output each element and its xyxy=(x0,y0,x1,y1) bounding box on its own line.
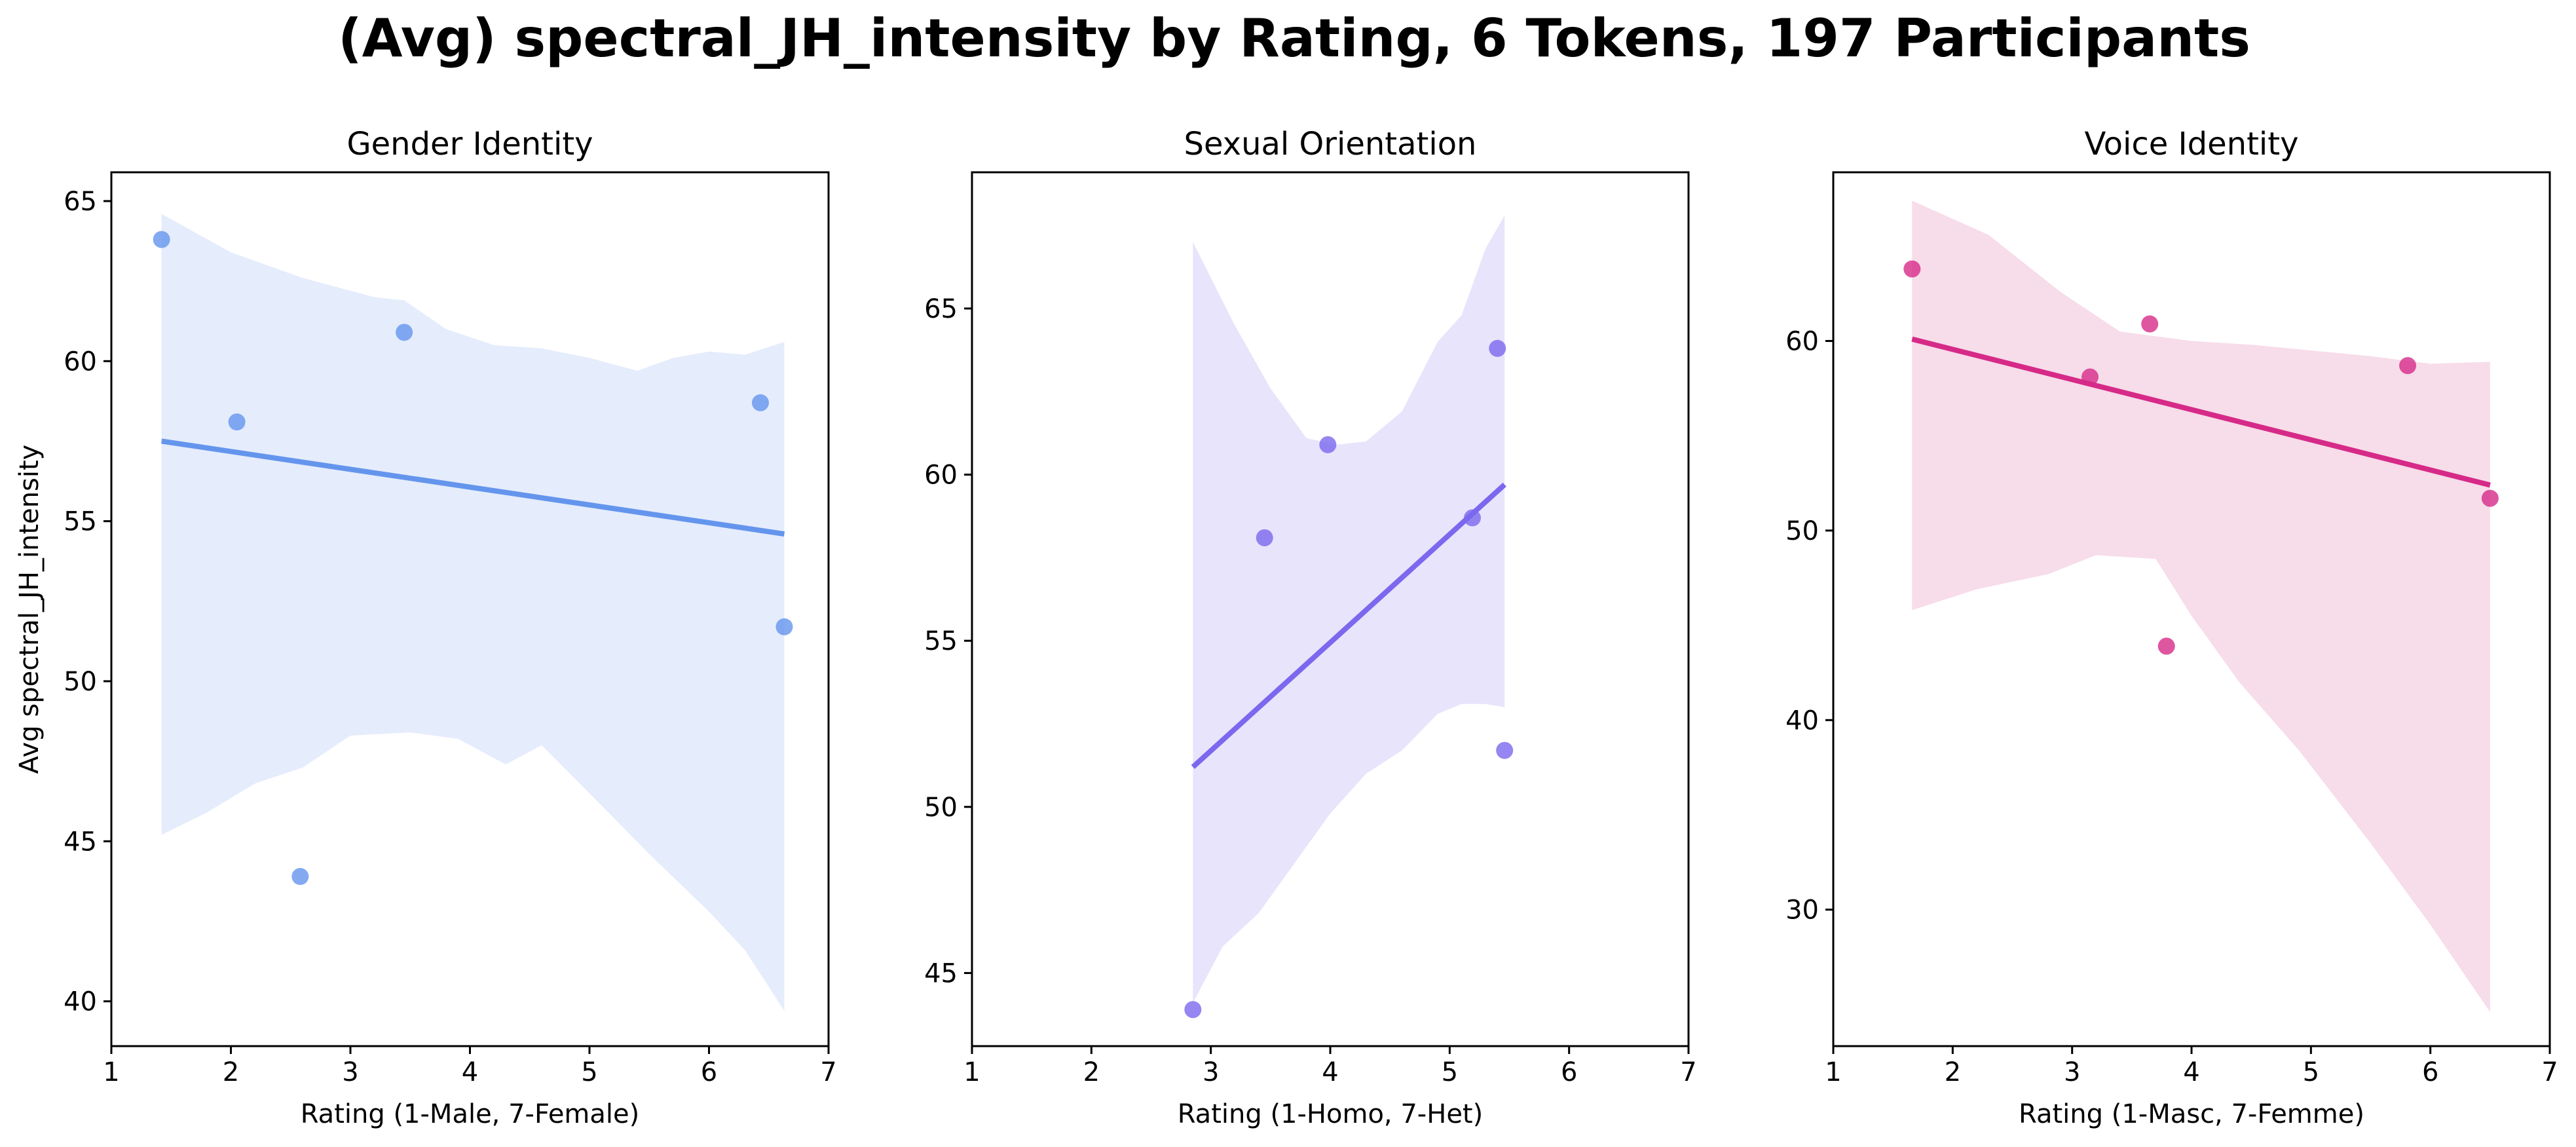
confidence-band xyxy=(1912,200,2490,1012)
x-tick-label: 4 xyxy=(462,1057,478,1087)
x-tick-label: 5 xyxy=(581,1057,597,1087)
subplot-title: Sexual Orientation xyxy=(1184,126,1477,162)
y-tick-label: 40 xyxy=(1785,705,1819,736)
x-tick-label: 1 xyxy=(103,1057,119,1087)
x-tick-label: 5 xyxy=(1442,1057,1458,1087)
y-tick-label: 50 xyxy=(924,793,958,823)
x-tick-label: 2 xyxy=(1083,1057,1100,1087)
x-tick-label: 7 xyxy=(820,1057,836,1087)
data-point xyxy=(2141,315,2159,333)
x-tick-label: 6 xyxy=(2422,1057,2438,1087)
y-tick-label: 65 xyxy=(64,187,97,217)
x-tick-label: 1 xyxy=(963,1057,980,1087)
panel-voice-identity: 1 2 3 4 5 6 7 30 40 50 60 Voice Identity Rating (1-M… xyxy=(1785,126,2558,1129)
x-axis-label: Rating (1-Homo, 7-Het) xyxy=(1178,1099,1483,1129)
confidence-band xyxy=(1193,215,1505,1004)
data-point xyxy=(2399,357,2417,375)
figure-title: (Avg) spectral_JH_intensity by Rating, 6… xyxy=(338,8,2250,69)
data-point xyxy=(2481,489,2499,507)
x-tick-label: 2 xyxy=(223,1057,239,1087)
y-tick-label: 30 xyxy=(1785,895,1819,926)
regression-line xyxy=(1911,336,2491,488)
confidence-band xyxy=(161,214,785,1011)
data-point xyxy=(1903,260,1921,278)
x-axis-label: Rating (1-Male, 7-Female) xyxy=(301,1099,639,1129)
data-point xyxy=(1496,742,1514,759)
data-point xyxy=(2157,637,2175,655)
data-point xyxy=(396,324,413,341)
y-tick-label: 40 xyxy=(64,987,97,1017)
data-point xyxy=(1489,339,1506,357)
data-point xyxy=(228,413,246,431)
x-tick-label: 3 xyxy=(2064,1057,2080,1087)
x-tick-label: 7 xyxy=(1680,1057,1696,1087)
x-tick-label: 6 xyxy=(701,1057,717,1087)
x-tick-label: 5 xyxy=(2303,1057,2319,1087)
x-tick-label: 2 xyxy=(1945,1057,1961,1087)
data-point xyxy=(153,231,170,248)
data-point xyxy=(1463,509,1481,527)
x-tick-label: 1 xyxy=(1825,1057,1841,1087)
y-tick-label: 65 xyxy=(924,294,958,324)
y-tick-label: 55 xyxy=(924,626,958,656)
regression-line xyxy=(1191,482,1506,769)
y-tick-label: 60 xyxy=(64,347,97,377)
y-tick-label: 50 xyxy=(64,667,97,697)
data-point xyxy=(291,868,309,886)
y-tick-label: 50 xyxy=(1785,516,1819,546)
x-tick-label: 4 xyxy=(1322,1057,1338,1087)
y-tick-label: 45 xyxy=(924,958,958,988)
x-tick-label: 6 xyxy=(1561,1057,1577,1087)
y-tick-label: 55 xyxy=(64,507,97,537)
x-axis-label: Rating (1-Masc, 7-Femme) xyxy=(2019,1099,2364,1129)
y-tick-label: 60 xyxy=(1785,327,1819,357)
subplot-title: Gender Identity xyxy=(346,126,593,162)
data-point xyxy=(751,394,769,411)
regression-line xyxy=(161,438,785,537)
x-tick-label: 4 xyxy=(2183,1057,2199,1087)
data-point xyxy=(1184,1001,1202,1019)
y-tick-label: 45 xyxy=(64,827,97,857)
x-tick-label: 7 xyxy=(2541,1057,2558,1087)
x-tick-label: 3 xyxy=(342,1057,358,1087)
x-tick-label: 3 xyxy=(1203,1057,1219,1087)
y-axis-label: Avg spectral_JH_intensity xyxy=(14,445,45,774)
data-point xyxy=(1319,436,1337,453)
y-tick-label: 60 xyxy=(924,461,958,491)
subplot-title: Voice Identity xyxy=(2085,126,2299,162)
data-point xyxy=(775,618,793,635)
data-point xyxy=(2081,368,2099,386)
data-point xyxy=(1256,529,1273,546)
